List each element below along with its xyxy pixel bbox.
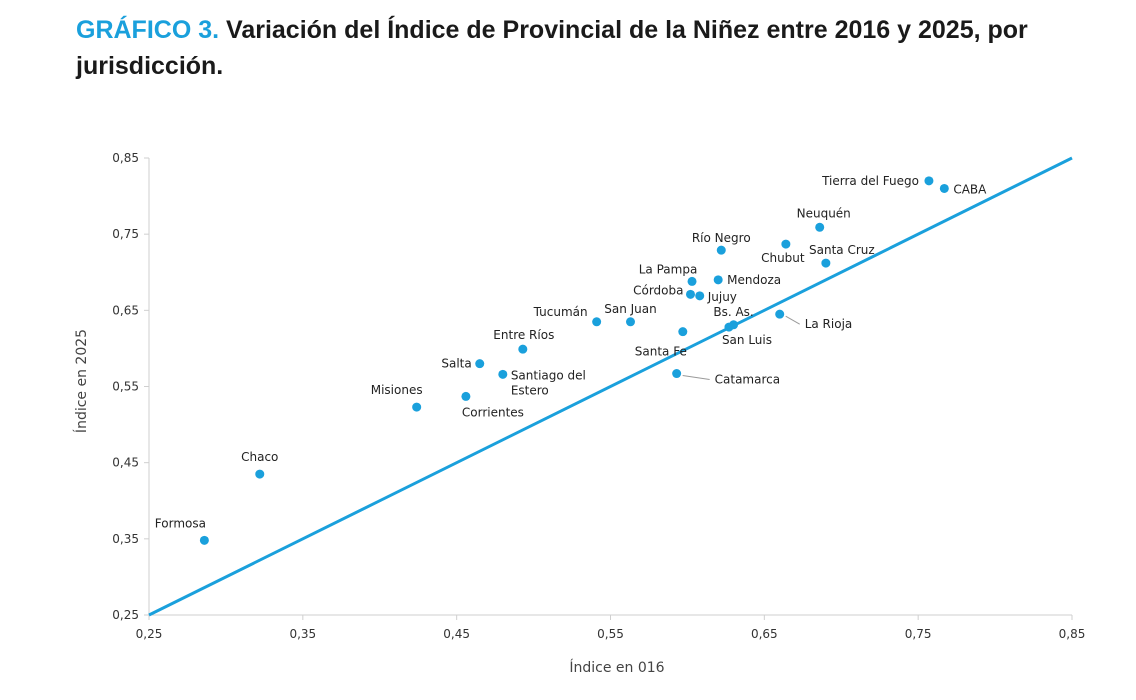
point-tucuman	[592, 317, 602, 327]
point-entre-rios	[518, 344, 528, 354]
point-santiago-del-estero	[498, 369, 508, 379]
y-tick-label: 0,65	[112, 303, 139, 317]
label-tucuman: Tucumán	[533, 305, 588, 319]
reference-line	[148, 156, 1073, 617]
reference-line-group	[148, 156, 1073, 617]
x-tick-label: 0,55	[597, 627, 624, 641]
label-rio-negro: Río Negro	[692, 231, 751, 245]
label-chubut: Chubut	[761, 251, 805, 265]
point-rio-negro	[716, 245, 726, 255]
label-neuquen: Neuquén	[797, 206, 851, 220]
x-tick-label: 0,35	[289, 627, 316, 641]
label-tierra-del-fuego: Tierra del Fuego	[821, 174, 919, 188]
label-jujuy: Jujuy	[707, 290, 737, 304]
label-santa-fe: Santa Fe	[635, 345, 687, 359]
point-catamarca	[672, 369, 682, 379]
point-formosa	[199, 535, 209, 545]
y-tick-label: 0,35	[112, 532, 139, 546]
y-tick-label: 0,25	[112, 608, 139, 622]
leader-catamarca	[682, 375, 710, 381]
point-mendoza	[713, 275, 723, 285]
label-misiones: Misiones	[371, 383, 423, 397]
point-corrientes	[461, 391, 471, 401]
point-la-rioja	[775, 309, 785, 319]
point-la-pampa	[687, 276, 697, 286]
label-catamarca: Catamarca	[715, 373, 780, 387]
label-la-pampa: La Pampa	[639, 262, 698, 276]
chart-title-text: Variación del Índice de Provincial de la…	[76, 16, 1028, 80]
label-entre-rios: Entre Ríos	[493, 328, 554, 342]
label-san-juan: San Juan	[604, 302, 657, 316]
label-mendoza: Mendoza	[727, 273, 781, 287]
y-tick-label: 0,85	[112, 151, 139, 165]
point-caba	[939, 183, 949, 193]
point-misiones	[412, 402, 422, 412]
chart-title: GRÁFICO 3. Variación del Índice de Provi…	[76, 12, 1086, 84]
leader-la-rioja	[785, 315, 800, 325]
label-salta: Salta	[441, 357, 471, 371]
point-tierra-del-fuego	[924, 176, 934, 186]
x-tick-label: 0,85	[1059, 627, 1086, 641]
label-chaco: Chaco	[241, 450, 278, 464]
label-la-rioja: La Rioja	[805, 317, 853, 331]
label-formosa: Formosa	[155, 516, 206, 530]
point-chaco	[255, 469, 265, 479]
y-tick-label: 0,55	[112, 380, 139, 394]
data-points	[199, 176, 949, 545]
y-tick-label: 0,75	[112, 227, 139, 241]
label-san-luis: San Luis	[722, 333, 772, 347]
point-santa-cruz	[821, 258, 831, 268]
label-santiago-del-estero: Santiago del Estero	[511, 368, 586, 397]
point-salta	[475, 359, 485, 369]
x-tick-label: 0,75	[905, 627, 932, 641]
label-cordoba: Córdoba	[633, 283, 683, 297]
point-cordoba	[685, 289, 695, 299]
x-axis-label: Índice en 016	[569, 659, 664, 676]
label-bs-as: Bs. As.	[713, 305, 753, 319]
y-tick-label: 0,45	[112, 456, 139, 470]
label-santa-cruz: Santa Cruz	[809, 243, 875, 257]
label-corrientes: Corrientes	[462, 405, 524, 419]
x-tick-label: 0,65	[751, 627, 778, 641]
x-tick-label: 0,25	[136, 627, 163, 641]
point-jujuy	[695, 291, 705, 301]
point-san-luis	[724, 322, 734, 332]
point-chubut	[781, 239, 791, 249]
point-labels: Formosa Chaco Misiones Corrientes Salta Santi…	[155, 174, 987, 531]
point-neuquen	[815, 222, 825, 232]
x-tick-label: 0,45	[443, 627, 470, 641]
tick-labels: 0,25 0,35 0,45 0,55 0,65 0,75 0,85 0,25 0,35 0,45…	[112, 151, 1085, 641]
label-caba: CABA	[953, 182, 987, 196]
chart-title-prefix: GRÁFICO 3.	[76, 16, 220, 44]
point-san-juan	[625, 317, 635, 327]
point-santa-fe	[678, 327, 688, 337]
y-axis-label: Índice en 2025	[73, 329, 90, 433]
